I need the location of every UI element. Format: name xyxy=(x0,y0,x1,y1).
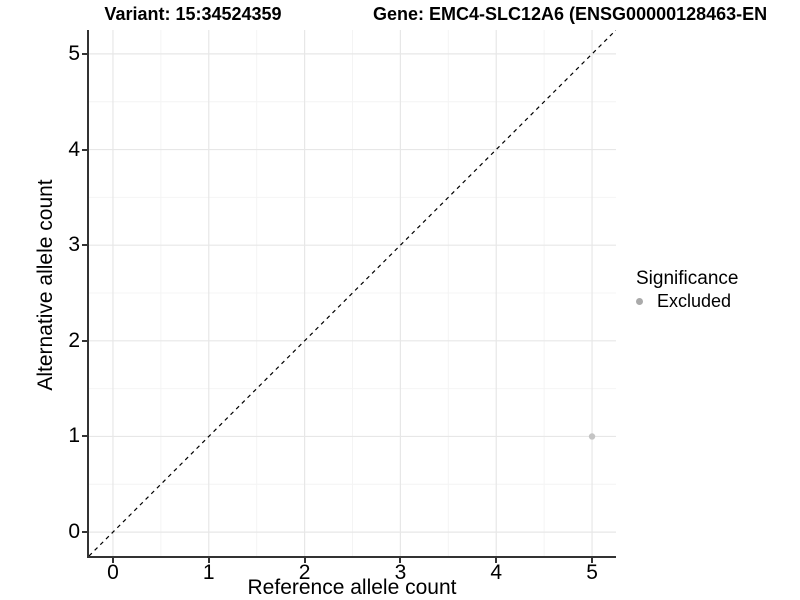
x-tick-mark xyxy=(207,558,210,563)
data-point xyxy=(588,433,596,440)
y-tick-mark xyxy=(82,531,87,534)
plot-panel xyxy=(87,30,616,558)
legend-title: Significance xyxy=(636,268,739,289)
y-axis-title: Alternative allele count xyxy=(34,179,57,391)
plot-svg xyxy=(89,30,616,556)
x-tick-label: 2 xyxy=(298,561,311,584)
x-tick-label: 3 xyxy=(394,561,407,584)
x-tick-label: 4 xyxy=(490,561,503,584)
y-tick-label: 2 xyxy=(68,328,80,352)
x-tick-mark xyxy=(591,558,594,563)
variant-title: Variant: 15:34524359 xyxy=(104,4,282,24)
legend: Significance Excluded xyxy=(634,268,738,312)
x-axis-title: Reference allele count xyxy=(247,576,457,599)
x-tick-label: 5 xyxy=(586,561,598,584)
y-tick-label: 3 xyxy=(68,233,80,257)
y-tick-mark xyxy=(82,339,87,342)
y-tick-label: 0 xyxy=(68,520,80,544)
y-tick-mark xyxy=(82,435,87,438)
y-tick-mark xyxy=(82,244,87,247)
gene-title: Gene: EMC4-SLC12A6 (ENSG00000128463-EN xyxy=(373,4,768,24)
legend-item-label: Excluded xyxy=(657,291,732,311)
y-tick-label: 5 xyxy=(68,41,80,65)
x-tick-mark xyxy=(111,558,114,563)
excluded-point-icon xyxy=(636,298,643,305)
y-tick-mark xyxy=(82,148,87,151)
y-tick-label: 4 xyxy=(68,137,80,161)
x-tick-label: 1 xyxy=(202,561,215,584)
x-tick-mark xyxy=(303,558,306,563)
legend-item-excluded: Excluded xyxy=(634,291,738,312)
y-tick-mark xyxy=(82,52,87,55)
x-tick-mark xyxy=(495,558,498,563)
x-tick-mark xyxy=(399,558,402,563)
x-tick-label: 0 xyxy=(107,561,119,584)
y-tick-label: 1 xyxy=(68,424,80,448)
